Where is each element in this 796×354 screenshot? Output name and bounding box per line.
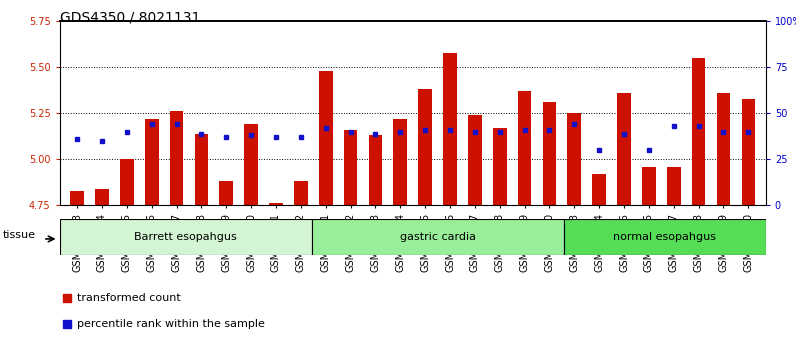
Bar xyxy=(617,93,631,205)
Bar xyxy=(312,219,564,255)
Bar xyxy=(170,112,183,205)
Bar xyxy=(642,167,656,205)
Text: gastric cardia: gastric cardia xyxy=(400,232,476,242)
Bar xyxy=(692,58,705,205)
Bar xyxy=(517,91,532,205)
Text: percentile rank within the sample: percentile rank within the sample xyxy=(77,319,265,329)
Bar xyxy=(120,159,134,205)
Text: tissue: tissue xyxy=(3,230,36,240)
Bar xyxy=(70,190,84,205)
Text: normal esopahgus: normal esopahgus xyxy=(614,232,716,242)
Bar xyxy=(269,204,283,205)
Text: transformed count: transformed count xyxy=(77,293,181,303)
Bar xyxy=(220,181,233,205)
Bar xyxy=(344,130,357,205)
Text: GDS4350 / 8021131: GDS4350 / 8021131 xyxy=(60,11,200,25)
Text: Barrett esopahgus: Barrett esopahgus xyxy=(135,232,237,242)
Bar xyxy=(493,128,506,205)
Bar xyxy=(468,115,482,205)
Bar xyxy=(319,71,333,205)
Bar xyxy=(369,135,382,205)
Bar xyxy=(543,102,556,205)
Bar xyxy=(60,219,312,255)
Bar xyxy=(294,181,308,205)
Bar xyxy=(194,133,209,205)
Bar xyxy=(419,89,432,205)
Bar xyxy=(96,189,109,205)
Bar xyxy=(716,93,730,205)
Bar xyxy=(568,113,581,205)
Bar xyxy=(592,174,606,205)
Bar xyxy=(145,119,158,205)
Bar xyxy=(667,167,681,205)
Bar xyxy=(742,98,755,205)
Bar xyxy=(244,124,258,205)
Bar xyxy=(393,119,407,205)
Bar xyxy=(564,219,766,255)
Bar xyxy=(443,52,457,205)
